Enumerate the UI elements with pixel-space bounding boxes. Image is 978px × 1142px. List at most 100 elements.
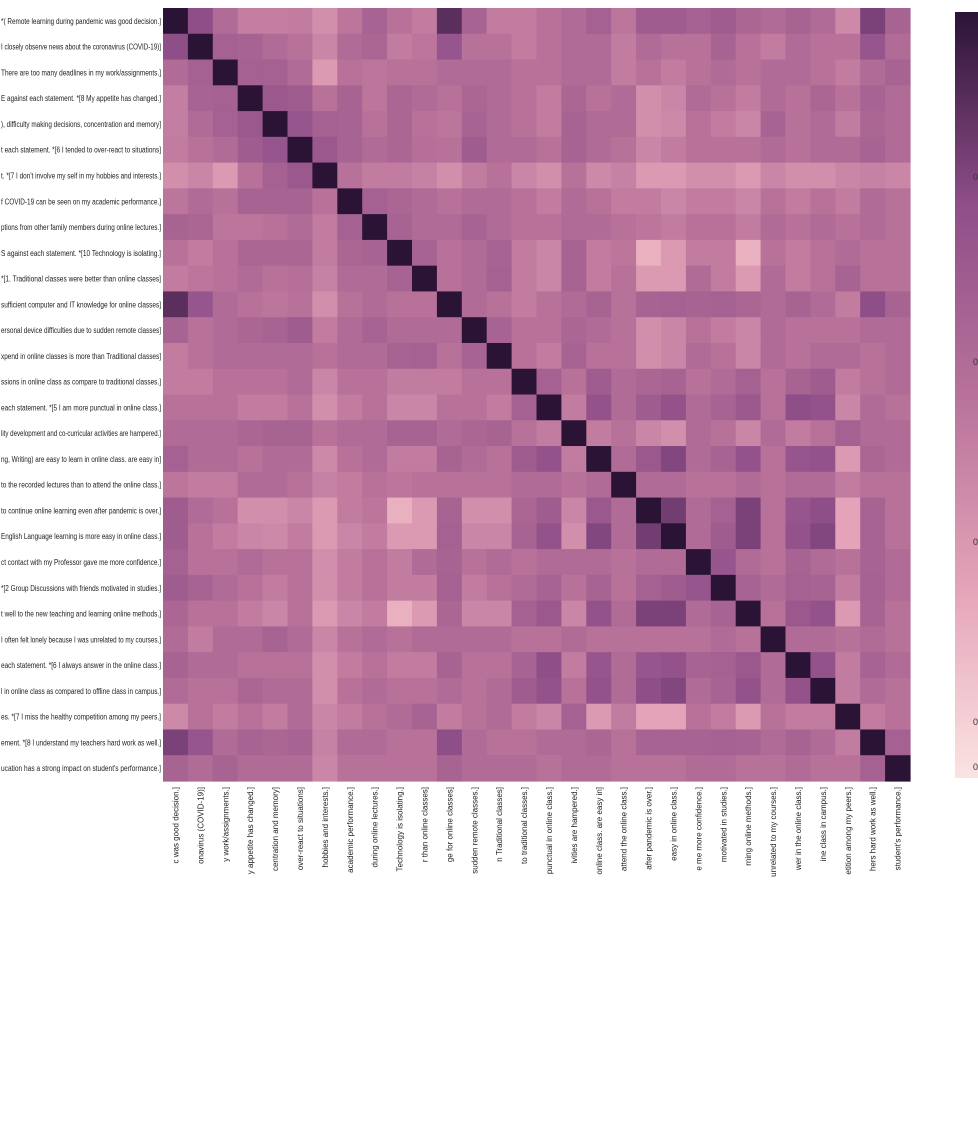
- heatmap-cell: [163, 574, 189, 602]
- heatmap-cell: [685, 523, 712, 550]
- heatmap-cell: [760, 729, 787, 756]
- heatmap-cell: [636, 342, 662, 370]
- heatmap-cell: [187, 136, 214, 164]
- heatmap-cell: [685, 626, 712, 653]
- heatmap-cell: [163, 626, 189, 653]
- heatmap-cell: [835, 8, 861, 35]
- heatmap-cell: [885, 368, 911, 396]
- heatmap-cell: [710, 162, 737, 189]
- heatmap-cell: [860, 291, 886, 318]
- heatmap-cell: [586, 188, 612, 215]
- heatmap-cell: [561, 755, 587, 782]
- heatmap-cell: [536, 265, 562, 293]
- heatmap-cell: [561, 729, 587, 756]
- heatmap-cell: [187, 394, 214, 421]
- heatmap-cell: [760, 523, 787, 550]
- heatmap-cell: [586, 703, 612, 731]
- heatmap-cell: [362, 574, 388, 602]
- heatmap-cell: [511, 291, 538, 318]
- heatmap-cell: [387, 111, 413, 138]
- heatmap-cell: [611, 111, 637, 138]
- heatmap-cell: [362, 342, 388, 370]
- row-label: ct contact with my Professor gave me mor…: [1, 558, 161, 567]
- heatmap-cell: [436, 33, 463, 61]
- heatmap-cell: [287, 523, 313, 550]
- heatmap-cell: [785, 85, 811, 112]
- heatmap-cell: [735, 729, 762, 756]
- heatmap-cell: [810, 394, 836, 421]
- heatmap-cell: [860, 214, 886, 241]
- heatmap-cell: [561, 265, 587, 293]
- heatmap-cell: [387, 420, 413, 447]
- heatmap-cell: [685, 111, 712, 138]
- heatmap-cell: [685, 394, 712, 421]
- heatmap-cell: [163, 85, 189, 112]
- heatmap-cell: [412, 755, 438, 782]
- heatmap-cell: [885, 626, 911, 653]
- heatmap-cell: [387, 368, 413, 396]
- heatmap-cell: [287, 368, 313, 396]
- heatmap-cell: [810, 755, 836, 782]
- heatmap-cell: [611, 703, 637, 731]
- heatmap-cell: [287, 33, 313, 61]
- heatmap-cell: [835, 265, 861, 293]
- heatmap-cell: [661, 162, 687, 189]
- heatmap-cell: [337, 33, 363, 61]
- heatmap-cell: [461, 394, 488, 421]
- heatmap-cell: [710, 291, 737, 318]
- heatmap-cell: [835, 523, 861, 550]
- heatmap-cell: [710, 626, 737, 653]
- heatmap-cell: [163, 188, 189, 215]
- heatmap-cell: [412, 394, 438, 421]
- heatmap-cell: [885, 162, 911, 189]
- heatmap-cell: [885, 214, 911, 241]
- heatmap-cell: [237, 8, 264, 35]
- heatmap-cell: [710, 394, 737, 421]
- heatmap-cell: [287, 8, 313, 35]
- column-label: student's performance.]: [894, 787, 903, 870]
- heatmap-cell: [661, 59, 687, 86]
- heatmap-cell: [412, 188, 438, 215]
- heatmap-cell: [785, 8, 811, 35]
- row-label: f COVID-19 can be seen on my academic pe…: [1, 197, 161, 206]
- heatmap-cell: [412, 265, 438, 293]
- heatmap-cell: [885, 188, 911, 215]
- colorbar-tick-label: 0: [973, 762, 978, 772]
- heatmap-cell: [536, 291, 562, 318]
- heatmap-cell: [710, 85, 737, 112]
- heatmap-cell: [337, 59, 363, 86]
- heatmap-cell: [337, 600, 363, 627]
- heatmap-cell: [362, 368, 388, 396]
- heatmap-cell: [661, 652, 687, 679]
- heatmap-cell: [212, 214, 239, 241]
- heatmap-cell: [187, 497, 214, 524]
- column-label: wer in the online class.]: [794, 787, 803, 871]
- heatmap-cell: [785, 111, 811, 138]
- heatmap-cell: [287, 111, 313, 138]
- heatmap-cell: [611, 574, 637, 602]
- heatmap-cell: [785, 549, 811, 576]
- heatmap-cell: [337, 394, 363, 421]
- heatmap-cell: [436, 342, 463, 370]
- heatmap-cell: [561, 523, 587, 550]
- heatmap-cell: [461, 111, 488, 138]
- heatmap-cell: [561, 342, 587, 370]
- heatmap-cell: [187, 188, 214, 215]
- column-label: Technology is isolating.]: [396, 787, 405, 872]
- heatmap-cell: [362, 162, 388, 189]
- heatmap-cell: [287, 85, 313, 112]
- heatmap-cell: [685, 677, 712, 705]
- heatmap-cell: [810, 317, 836, 344]
- heatmap-cell: [760, 471, 787, 499]
- heatmap-cell: [735, 342, 762, 370]
- heatmap-cell: [262, 755, 289, 782]
- heatmap-cell: [187, 729, 214, 756]
- heatmap-cell: [636, 471, 662, 499]
- heatmap-cell: [835, 446, 861, 473]
- heatmap-cell: [785, 265, 811, 293]
- heatmap-cell: [486, 703, 513, 731]
- heatmap-cell: [362, 291, 388, 318]
- heatmap-cell: [387, 188, 413, 215]
- heatmap-cell: [735, 136, 762, 164]
- heatmap-cell: [710, 342, 737, 370]
